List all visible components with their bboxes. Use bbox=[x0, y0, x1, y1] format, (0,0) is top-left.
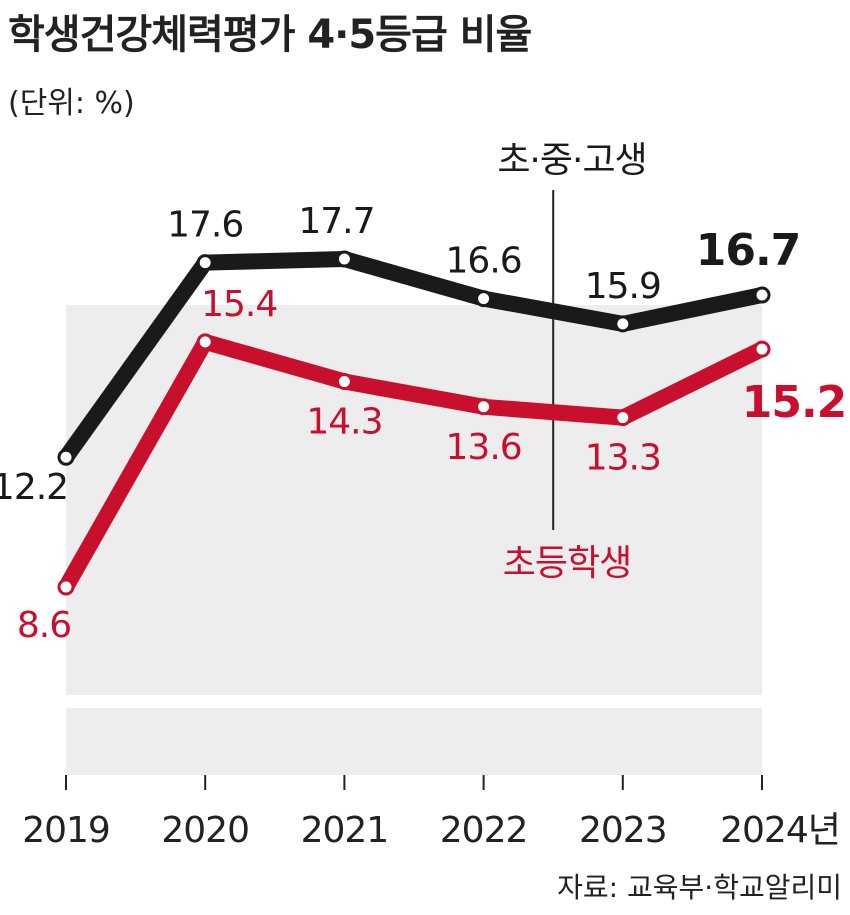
data-point bbox=[57, 578, 75, 596]
data-label: 17.7 bbox=[298, 201, 374, 242]
data-point bbox=[753, 340, 771, 358]
data-point bbox=[196, 333, 214, 351]
unit-label: (단위: %) bbox=[8, 86, 135, 121]
data-point bbox=[475, 398, 493, 416]
x-tick-label: 2024년 bbox=[720, 810, 840, 851]
data-point bbox=[614, 315, 632, 333]
plot-background bbox=[66, 305, 762, 695]
x-tick-label: 2019 bbox=[22, 810, 110, 851]
series-line-0 bbox=[58, 251, 770, 466]
data-label: 13.6 bbox=[446, 427, 522, 468]
data-point bbox=[335, 373, 353, 391]
data-label: 16.6 bbox=[446, 241, 522, 282]
data-label: 17.6 bbox=[167, 205, 243, 246]
data-point bbox=[196, 254, 214, 272]
x-tick-label: 2021 bbox=[301, 810, 389, 851]
data-label: 15.4 bbox=[201, 284, 277, 325]
data-label: 13.3 bbox=[585, 438, 661, 479]
series-annotation-elementary: 초등학생 bbox=[503, 543, 631, 584]
x-tick-label: 2023 bbox=[579, 810, 667, 851]
series-annotation-all: 초·중·고생 bbox=[497, 140, 646, 181]
data-label: 15.2 bbox=[742, 377, 847, 428]
data-point bbox=[335, 250, 353, 268]
data-label: 15.9 bbox=[585, 266, 661, 307]
x-tick-label: 2022 bbox=[440, 810, 528, 851]
data-label: 14.3 bbox=[306, 402, 382, 443]
data-label: 12.2 bbox=[0, 467, 68, 508]
data-point bbox=[614, 409, 632, 427]
data-point bbox=[475, 290, 493, 308]
data-label: 16.7 bbox=[696, 225, 801, 276]
axis-strip-background bbox=[66, 708, 762, 775]
series-line-1 bbox=[58, 333, 770, 595]
data-point bbox=[57, 448, 75, 466]
source-note: 자료: 교육부·학교알리미 bbox=[557, 871, 842, 904]
chart-title: 학생건강체력평가 4·5등급 비율 bbox=[8, 12, 532, 58]
data-point bbox=[753, 286, 771, 304]
x-tick-label: 2020 bbox=[161, 810, 249, 851]
data-label: 8.6 bbox=[17, 605, 71, 646]
